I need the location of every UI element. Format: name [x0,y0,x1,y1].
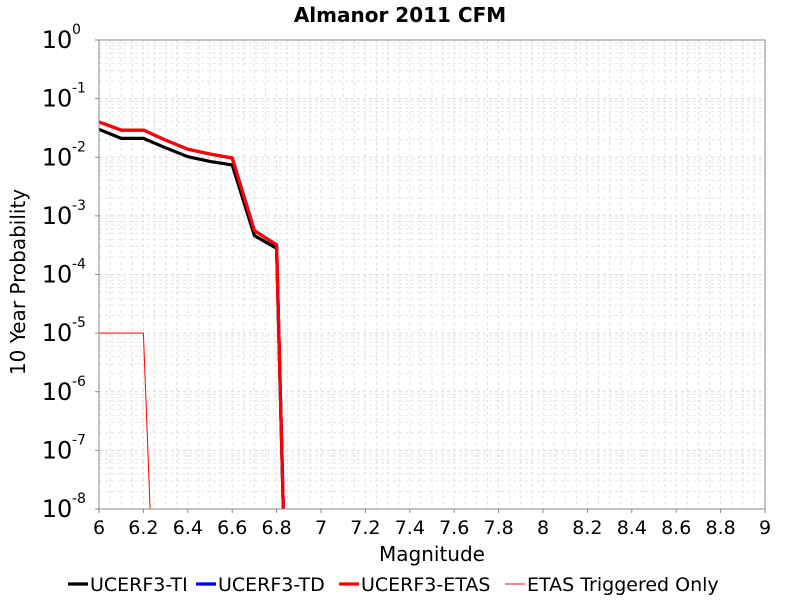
x-axis-label: Magnitude [379,542,485,566]
y-tick-exponent: -5 [72,315,86,331]
legend-label: UCERF3-TI [90,574,188,596]
x-tick-label: 7.6 [439,517,469,539]
series-line-ucerf3-etas [98,120,285,510]
y-tick-exponent: -3 [72,198,86,214]
x-tick-label: 8.6 [661,517,691,539]
legend: UCERF3-TI UCERF3-TD UCERF3-ETAS ETAS Trigge… [68,574,719,596]
chart-title: Almanor 2011 CFM [294,3,506,27]
legend-item: ETAS Triggered Only [505,574,719,596]
y-tick-label: 10 -3 [42,198,86,230]
y-tick-base: 10 [42,261,73,289]
y-tick-base: 10 [42,202,73,230]
x-tick-label: 8.4 [617,517,647,539]
x-tick-label: 7.2 [350,517,380,539]
y-tick-label: 10 -4 [42,257,86,289]
y-tick-exponent: -7 [72,432,86,448]
y-tick-label: 10 -1 [42,81,86,113]
series-line-etas-triggered-only [99,332,151,510]
legend-item: UCERF3-TI [68,574,188,596]
legend-item: UCERF3-TD [196,574,325,596]
x-tick-label: 8.2 [572,517,602,539]
y-tick-label: 10 -2 [42,139,86,171]
series-layer [98,120,285,510]
y-axis-label: 10 Year Probability [6,189,30,375]
x-tick-label: 7.8 [483,517,513,539]
x-tick-label: 7.4 [395,517,425,539]
y-tick-base: 10 [42,26,73,54]
x-tick-label: 6.8 [261,517,291,539]
legend-label: UCERF3-TD [218,574,325,596]
legend-label: UCERF3-ETAS [361,574,490,596]
y-tick-base: 10 [42,378,73,406]
y-tick-base: 10 [42,85,73,113]
y-tick-base: 10 [42,143,73,171]
y-tick-exponent: -8 [72,491,86,507]
x-tick-label: 6.2 [128,517,158,539]
legend-item: UCERF3-ETAS [339,574,490,596]
x-tick-label: 8 [537,517,549,539]
y-tick-exponent: -4 [72,257,86,273]
y-tick-base: 10 [42,495,73,523]
grid [98,40,766,510]
x-tick-label: 8.8 [705,517,735,539]
y-tick-exponent: -2 [72,139,86,155]
x-ticks: 6 6.2 6.4 6.6 6.8 7 7.2 7.4 7.6 7.8 8 8.2 8.4 8.6 8.8 9 [93,509,771,539]
y-tick-label: 10 -6 [42,374,86,406]
series-line-ucerf3-ti [98,127,285,510]
y-tick-label: 10 -8 [42,491,86,523]
x-tick-label: 9 [759,517,771,539]
y-tick-label: 10 0 [42,22,81,54]
x-tick-label: 6.4 [173,517,203,539]
x-tick-label: 6 [93,517,105,539]
x-tick-label: 6.6 [217,517,247,539]
y-tick-exponent: -1 [72,81,86,97]
y-tick-label: 10 -5 [42,315,86,347]
x-tick-label: 7 [315,517,327,539]
y-tick-base: 10 [42,319,73,347]
y-tick-base: 10 [42,436,73,464]
legend-label: ETAS Triggered Only [527,574,719,596]
y-tick-exponent: 0 [72,22,81,38]
y-tick-exponent: -6 [72,374,86,390]
y-tick-label: 10 -7 [42,432,86,464]
